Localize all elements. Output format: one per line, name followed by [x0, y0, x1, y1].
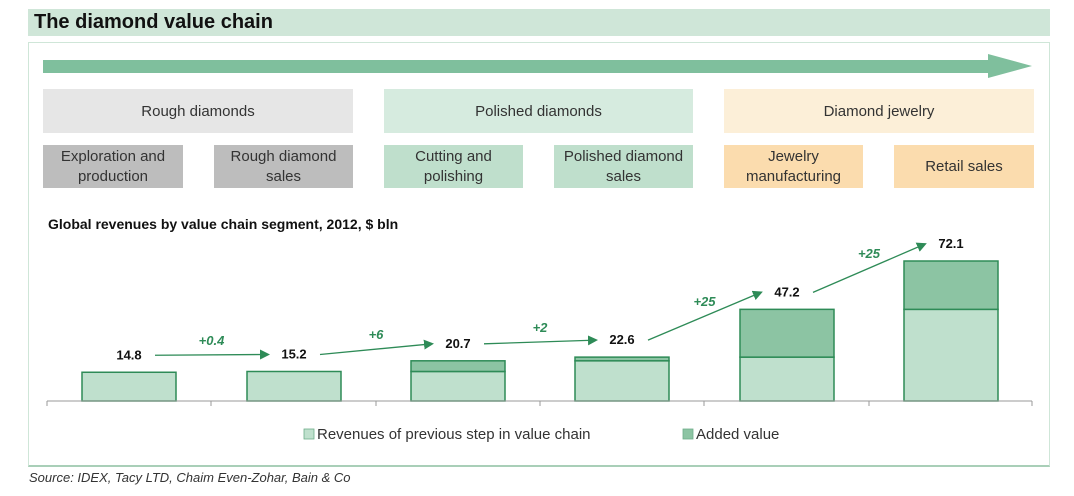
bar-previous-step — [410, 370, 506, 402]
bar-previous-step — [246, 370, 342, 402]
legend-swatch-previous — [303, 428, 315, 440]
stage-group-label: Diamond jewelry — [823, 102, 935, 120]
stage-segment-label: Cutting and polishing — [415, 147, 492, 185]
legend-swatch-added — [682, 428, 694, 440]
increment-label: +25 — [693, 294, 716, 309]
increment-arrow — [154, 349, 270, 360]
total-label: 20.7 — [445, 336, 470, 351]
bar-previous-step — [903, 308, 999, 402]
stage-group-rough: Rough diamonds — [43, 89, 353, 133]
bar-added-value — [410, 360, 506, 373]
legend-label-previous: Revenues of previous step in value chain — [317, 426, 591, 443]
stage-segment: Retail sales — [894, 145, 1034, 188]
bar-added-value — [903, 260, 999, 311]
total-label: 22.6 — [609, 332, 634, 347]
total-label: 15.2 — [281, 346, 306, 361]
increment-arrow — [319, 339, 434, 356]
increment-label: +0.4 — [199, 333, 225, 348]
stage-group-label: Polished diamonds — [475, 102, 602, 120]
stage-group-jewelry: Diamond jewelry — [724, 89, 1034, 133]
source-note: Source: IDEX, Tacy LTD, Chaim Even-Zohar… — [29, 470, 351, 485]
legend: Revenues of previous step in value chain… — [303, 426, 779, 443]
increment-label: +2 — [533, 320, 549, 335]
increment-arrow — [812, 242, 927, 293]
increment-label: +6 — [369, 327, 385, 342]
total-label: 72.1 — [938, 236, 963, 251]
stage-group-polished: Polished diamonds — [384, 89, 693, 133]
bar-added-value — [574, 356, 670, 362]
stage-segment: Jewelry manufacturing — [724, 145, 863, 188]
stage-segment-label: Polished diamond sales — [563, 147, 684, 185]
page-title: The diamond value chain — [34, 11, 273, 33]
stage-segment-label: Rough diamond sales — [230, 147, 337, 185]
stage-segment: Cutting and polishing — [384, 145, 523, 188]
bar-previous-step — [739, 356, 835, 402]
stage-segment-label: Retail sales — [925, 157, 1003, 175]
chart-frame — [28, 42, 1050, 467]
increment-arrow — [483, 335, 598, 346]
stage-segment: Exploration and production — [43, 145, 183, 188]
legend-label-added: Added value — [696, 426, 779, 443]
total-label: 14.8 — [116, 347, 141, 362]
increment-arrow — [647, 290, 763, 341]
stage-segment-label: Exploration and production — [60, 147, 166, 185]
stage-segment: Polished diamond sales — [554, 145, 693, 188]
stage-group-label: Rough diamonds — [141, 102, 255, 120]
bar-added-value — [739, 308, 835, 358]
title-bar: The diamond value chain — [28, 9, 1050, 36]
chart-title: Global revenues by value chain segment, … — [48, 216, 398, 232]
bar-previous-step — [81, 371, 177, 402]
stage-segment-label: Jewelry manufacturing — [745, 147, 842, 185]
bar-previous-step — [574, 360, 670, 402]
increment-label: +25 — [858, 246, 881, 261]
total-label: 47.2 — [774, 284, 799, 299]
stage-segment: Rough diamond sales — [214, 145, 353, 188]
